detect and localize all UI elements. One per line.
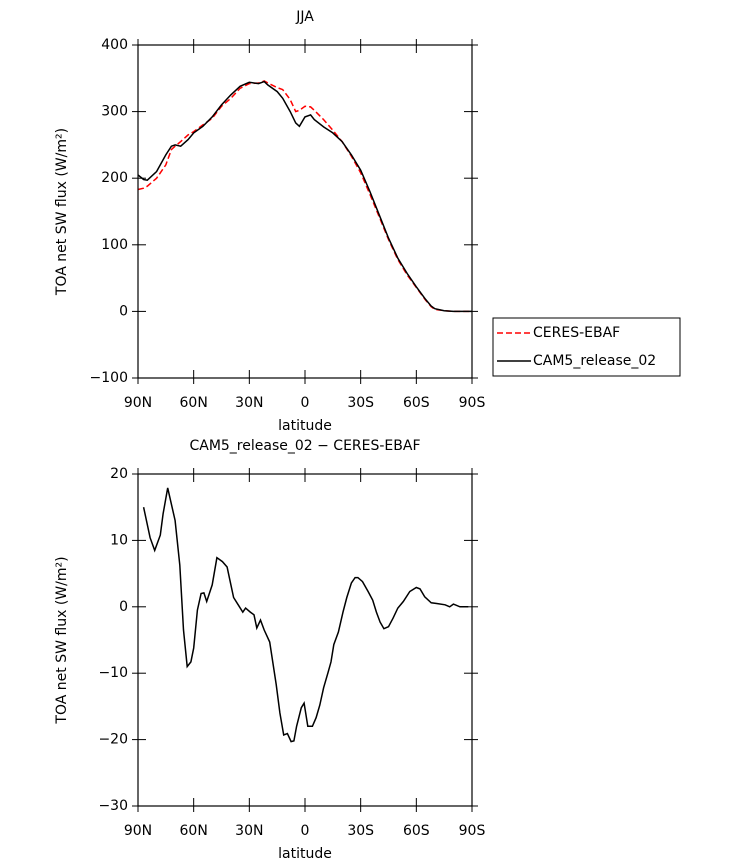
y-tick-label: 0 [119, 599, 128, 615]
x-tick-label: 30N [235, 395, 263, 411]
x-tick-label: 90N [124, 395, 152, 411]
legend-box [492, 317, 681, 377]
x-axis-label: latitude [278, 846, 332, 862]
x-tick-label: 30N [235, 823, 263, 839]
y-tick-label: 20 [110, 466, 128, 482]
y-tick-label: −30 [98, 798, 128, 814]
y-axis-label: TOA net SW flux (W/m²) [54, 128, 70, 296]
x-tick-label: 60N [180, 823, 208, 839]
x-tick-label: 30S [347, 823, 374, 839]
y-tick-label: −10 [98, 665, 128, 681]
y-tick-label: 300 [101, 104, 128, 120]
y-tick-label: 100 [101, 237, 128, 253]
y-tick-label: −100 [90, 370, 128, 386]
y-tick-label: 10 [110, 532, 128, 548]
legend-label: CERES-EBAF [533, 325, 620, 341]
x-tick-label: 0 [301, 823, 310, 839]
plot-frame [137, 44, 473, 379]
y-axis-label: TOA net SW flux (W/m²) [54, 556, 70, 724]
data-line [137, 80, 472, 313]
y-tick-label: 0 [119, 303, 128, 319]
y-tick-label: −20 [98, 732, 128, 748]
y-tick-label: 200 [101, 170, 128, 186]
data-line [142, 487, 469, 743]
plot-frame [137, 473, 473, 807]
legend-label: CAM5_release_02 [533, 353, 656, 369]
chart-title: CAM5_release_02 − CERES-EBAF [189, 438, 420, 454]
data-line [137, 80, 472, 313]
x-tick-label: 60N [180, 395, 208, 411]
chart-title: JJA [295, 9, 314, 25]
x-tick-label: 90N [124, 823, 152, 839]
x-tick-label: 90S [459, 823, 486, 839]
x-tick-label: 60S [403, 823, 430, 839]
x-tick-label: 90S [459, 395, 486, 411]
y-tick-label: 400 [101, 37, 128, 53]
x-tick-label: 0 [301, 395, 310, 411]
x-tick-label: 60S [403, 395, 430, 411]
x-axis-label: latitude [278, 418, 332, 434]
x-tick-label: 30S [347, 395, 374, 411]
